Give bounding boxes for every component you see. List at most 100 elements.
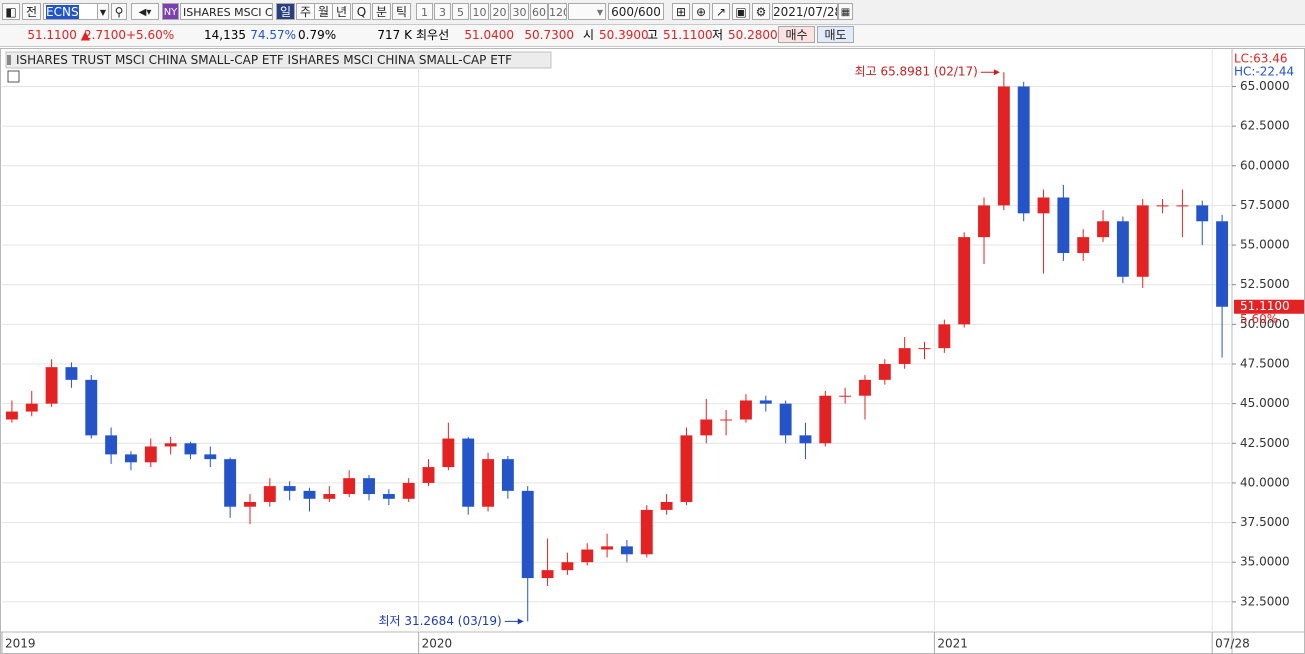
annotation-arrowhead — [517, 618, 524, 625]
volume: 14,135 — [204, 28, 246, 42]
market-button[interactable]: 전 — [22, 3, 41, 20]
candle-body — [482, 459, 494, 507]
candle-body — [819, 395, 832, 444]
date-input[interactable]: 2021/07/28 — [772, 3, 838, 20]
sound-button[interactable]: ◀▾ — [131, 3, 159, 20]
hc-label: HC:-22.44 — [1234, 65, 1294, 79]
candle-body — [45, 367, 58, 404]
count-input[interactable]: 600/600 — [608, 3, 664, 20]
search-button[interactable]: ⚲ — [111, 3, 127, 20]
candle-body — [1037, 197, 1050, 214]
tool-icon[interactable]: ⊕ — [692, 3, 710, 20]
volume-rate: 74.57% — [250, 28, 296, 42]
candle-body — [1156, 205, 1169, 207]
period-button[interactable]: 틱 — [392, 3, 411, 20]
save-icon[interactable]: ▣ — [732, 3, 750, 20]
candle-body — [779, 403, 792, 436]
price: 51.1100 — [27, 28, 77, 42]
candle-body — [105, 435, 118, 455]
candle-body — [601, 546, 614, 550]
candle-body — [462, 438, 475, 507]
tool-icon[interactable]: ↗ — [712, 3, 730, 20]
candle-body — [541, 570, 554, 579]
candle-body — [759, 400, 772, 404]
calendar-button[interactable]: ▦ — [838, 3, 853, 20]
layout-icon[interactable]: ◧ — [2, 3, 20, 20]
candle-body — [283, 486, 296, 491]
period-button[interactable]: 월 — [314, 3, 333, 20]
candle-body — [204, 454, 217, 460]
candle-body — [363, 478, 375, 495]
candle-body — [224, 459, 237, 507]
period-button[interactable]: Q — [352, 3, 371, 20]
candle-body — [382, 494, 395, 499]
candle-body — [144, 446, 157, 463]
candle-body — [85, 379, 98, 436]
candle-body — [343, 478, 356, 495]
interval-button[interactable]: 60 — [530, 3, 548, 20]
sell-button[interactable]: 매도 — [817, 26, 854, 43]
symbol-input[interactable]: ECNS — [43, 3, 98, 20]
low-annotation: 최저 31.2684 (03/19) — [378, 614, 501, 628]
last-price-box — [1234, 299, 1304, 314]
candle-body — [997, 86, 1010, 206]
change: 2.7100 — [84, 28, 126, 42]
candle-body — [938, 324, 951, 349]
table-icon — [7, 70, 20, 83]
candle-body — [918, 348, 931, 350]
last-rate-label: 5.60% — [1240, 312, 1278, 326]
symbol-dropdown[interactable]: ▼ — [97, 3, 109, 20]
candle-body — [521, 490, 534, 579]
candle-body — [184, 443, 197, 455]
interval-button[interactable]: 30 — [510, 3, 529, 20]
candle-body — [164, 443, 177, 447]
candle-body — [323, 494, 336, 499]
candle-body — [303, 490, 316, 499]
candle-body — [1176, 205, 1189, 207]
high: 51.1100 — [663, 28, 713, 42]
interval-button[interactable]: 5 — [452, 3, 469, 20]
tool-icon[interactable]: ⊞ — [672, 3, 690, 20]
y-tick-label: 55.0000 — [1240, 238, 1290, 252]
title-handle — [7, 55, 11, 65]
interval-button[interactable]: 20 — [490, 3, 509, 20]
period-button[interactable]: 년 — [332, 3, 351, 20]
interval-button[interactable]: 120 — [548, 3, 567, 20]
candle-body — [720, 419, 733, 421]
interval-button[interactable]: 1 — [416, 3, 433, 20]
candle-body — [244, 501, 256, 507]
interval-button[interactable]: 3 — [434, 3, 451, 20]
period-button[interactable]: 분 — [372, 3, 391, 20]
exchange-badge: NY — [162, 3, 179, 20]
interval-button[interactable]: 10 — [470, 3, 489, 20]
candle-body — [958, 237, 971, 325]
period-button[interactable]: 일 — [276, 3, 295, 20]
candle-body — [25, 403, 38, 412]
turnover: 0.79% — [298, 28, 337, 42]
toolbar: ◧ 전 ECNS ▼ ⚲ ◀▾ NY ISHARES MSCI CH ▼ 600… — [0, 0, 1305, 25]
period-button[interactable]: 주 — [296, 3, 315, 20]
best-label: 최우선 — [416, 28, 450, 42]
x-tick-label: 07/28 — [1215, 637, 1250, 651]
low: 50.2800 — [728, 28, 778, 42]
low-label: 저 — [712, 28, 724, 42]
chart-title: ISHARES TRUST MSCI CHINA SMALL-CAP ETF I… — [16, 53, 512, 67]
quote-price: 51.1100 ▲ — [8, 27, 90, 44]
chart: ISHARES TRUST MSCI CHINA SMALL-CAP ETF I… — [0, 48, 1305, 654]
candle-body — [5, 411, 18, 420]
settings-icon[interactable]: ⚙ — [752, 3, 770, 20]
best-bid: 50.7300 — [524, 28, 574, 42]
y-tick-label: 52.5000 — [1240, 277, 1290, 291]
buy-button[interactable]: 매수 — [778, 26, 815, 43]
candle-body — [898, 348, 911, 364]
candle-body — [1057, 197, 1070, 253]
interval-dropdown[interactable]: ▼ — [568, 3, 606, 20]
y-tick-label: 32.5000 — [1240, 594, 1290, 608]
candle-body — [1196, 205, 1209, 222]
y-tick-label: 37.5000 — [1240, 515, 1290, 529]
candle-body — [1216, 221, 1229, 307]
y-tick-label: 50.0000 — [1240, 317, 1290, 331]
high-annotation: 최고 65.8981 (02/17) — [855, 65, 978, 79]
title-box — [5, 51, 552, 69]
